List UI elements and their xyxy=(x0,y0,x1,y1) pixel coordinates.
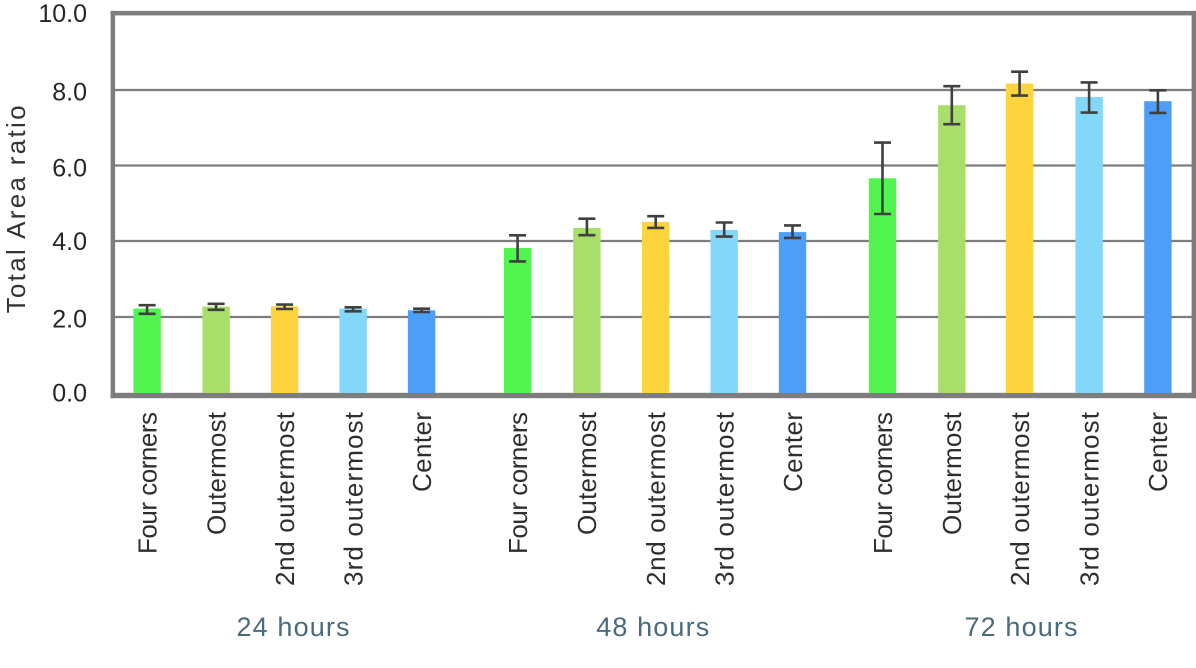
svg-text:72 hours: 72 hours xyxy=(965,612,1078,642)
svg-text:Center: Center xyxy=(778,412,808,492)
svg-text:10.0: 10.0 xyxy=(38,0,87,28)
svg-text:Outermost: Outermost xyxy=(201,411,231,535)
svg-text:Center: Center xyxy=(1143,412,1173,492)
svg-text:Four corners: Four corners xyxy=(132,412,162,554)
svg-text:24 hours: 24 hours xyxy=(237,612,350,642)
svg-text:6.0: 6.0 xyxy=(52,154,87,182)
svg-text:0.0: 0.0 xyxy=(52,380,87,408)
svg-text:8.0: 8.0 xyxy=(52,79,87,107)
svg-text:2nd outermost: 2nd outermost xyxy=(641,411,671,586)
svg-text:48 hours: 48 hours xyxy=(596,612,709,642)
svg-text:Outermost: Outermost xyxy=(937,411,967,535)
svg-text:Center: Center xyxy=(407,412,437,492)
svg-text:2nd outermost: 2nd outermost xyxy=(270,411,300,586)
svg-text:Four corners: Four corners xyxy=(868,412,898,554)
svg-text:2.0: 2.0 xyxy=(52,306,87,334)
svg-text:Four corners: Four corners xyxy=(503,412,533,554)
svg-text:3rd outermost: 3rd outermost xyxy=(1074,411,1104,586)
svg-text:Outermost: Outermost xyxy=(572,411,602,535)
svg-text:4.0: 4.0 xyxy=(52,228,87,256)
svg-text:3rd outermost: 3rd outermost xyxy=(338,411,368,586)
svg-text:2nd outermost: 2nd outermost xyxy=(1005,411,1035,586)
svg-text:3rd outermost: 3rd outermost xyxy=(710,411,740,586)
